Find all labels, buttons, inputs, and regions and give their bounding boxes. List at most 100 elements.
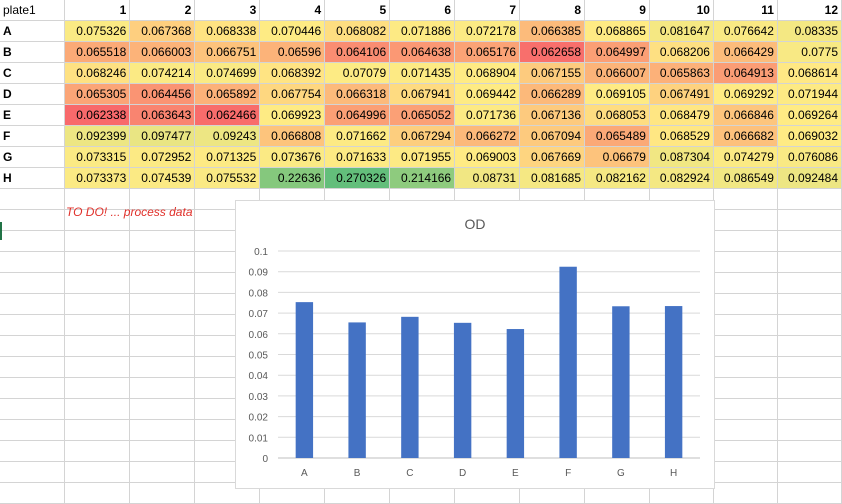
row-label[interactable]: B bbox=[0, 42, 65, 63]
sheet-name-cell[interactable]: plate1 bbox=[0, 0, 65, 21]
data-cell[interactable]: 0.068053 bbox=[585, 105, 650, 126]
data-cell[interactable]: 0.075532 bbox=[195, 168, 260, 189]
data-cell[interactable]: 0.092399 bbox=[65, 126, 130, 147]
empty-cell[interactable] bbox=[0, 357, 65, 378]
data-cell[interactable]: 0.076642 bbox=[713, 21, 777, 42]
data-cell[interactable]: 0.069003 bbox=[455, 147, 520, 168]
data-cell[interactable]: 0.065518 bbox=[65, 42, 130, 63]
empty-cell[interactable] bbox=[713, 189, 777, 210]
data-cell[interactable]: 0.068479 bbox=[649, 105, 713, 126]
data-cell[interactable]: 0.082924 bbox=[649, 168, 713, 189]
data-cell[interactable]: 0.08335 bbox=[777, 21, 841, 42]
empty-cell[interactable] bbox=[130, 273, 195, 294]
empty-cell[interactable] bbox=[65, 462, 130, 483]
empty-cell[interactable] bbox=[0, 483, 65, 504]
empty-cell[interactable] bbox=[0, 231, 65, 252]
column-header[interactable]: 1 bbox=[65, 0, 130, 21]
empty-cell[interactable] bbox=[777, 378, 841, 399]
data-cell[interactable]: 0.066808 bbox=[260, 126, 325, 147]
column-header[interactable]: 4 bbox=[260, 0, 325, 21]
empty-cell[interactable] bbox=[0, 441, 65, 462]
empty-cell[interactable] bbox=[713, 483, 777, 504]
data-cell[interactable]: 0.072178 bbox=[455, 21, 520, 42]
empty-cell[interactable] bbox=[65, 420, 130, 441]
empty-cell[interactable] bbox=[0, 462, 65, 483]
empty-cell[interactable] bbox=[0, 315, 65, 336]
data-cell[interactable]: 0.073315 bbox=[65, 147, 130, 168]
data-cell[interactable]: 0.081647 bbox=[649, 21, 713, 42]
data-cell[interactable]: 0.066682 bbox=[713, 126, 777, 147]
empty-cell[interactable] bbox=[777, 420, 841, 441]
empty-cell[interactable] bbox=[713, 357, 777, 378]
column-header[interactable]: 5 bbox=[325, 0, 390, 21]
empty-cell[interactable] bbox=[713, 399, 777, 420]
empty-cell[interactable] bbox=[713, 336, 777, 357]
empty-cell[interactable] bbox=[130, 420, 195, 441]
empty-cell[interactable] bbox=[65, 273, 130, 294]
data-cell[interactable]: 0.067368 bbox=[130, 21, 195, 42]
empty-cell[interactable] bbox=[0, 294, 65, 315]
empty-cell[interactable] bbox=[713, 273, 777, 294]
empty-cell[interactable] bbox=[130, 441, 195, 462]
empty-cell[interactable] bbox=[777, 483, 841, 504]
data-cell[interactable]: 0.071325 bbox=[195, 147, 260, 168]
data-cell[interactable]: 0.071435 bbox=[390, 63, 455, 84]
data-cell[interactable]: 0.066751 bbox=[195, 42, 260, 63]
empty-cell[interactable] bbox=[130, 231, 195, 252]
data-cell[interactable]: 0.067754 bbox=[260, 84, 325, 105]
data-cell[interactable]: 0.064456 bbox=[130, 84, 195, 105]
empty-cell[interactable] bbox=[0, 210, 65, 231]
empty-cell[interactable] bbox=[777, 210, 841, 231]
data-cell[interactable]: 0.064913 bbox=[713, 63, 777, 84]
data-cell[interactable]: 0.069032 bbox=[777, 126, 841, 147]
data-cell[interactable]: 0.067155 bbox=[520, 63, 585, 84]
data-cell[interactable]: 0.068206 bbox=[649, 42, 713, 63]
empty-cell[interactable] bbox=[713, 441, 777, 462]
empty-cell[interactable] bbox=[130, 399, 195, 420]
data-cell[interactable]: 0.065052 bbox=[390, 105, 455, 126]
data-cell[interactable]: 0.067294 bbox=[390, 126, 455, 147]
empty-cell[interactable] bbox=[130, 357, 195, 378]
data-cell[interactable]: 0.066003 bbox=[130, 42, 195, 63]
od-chart[interactable]: OD 0 0.01 0.02 0.03 0.04 0.05 0.06 0.07 0.08 0.09 0… bbox=[235, 200, 715, 489]
column-header[interactable]: 3 bbox=[195, 0, 260, 21]
empty-cell[interactable] bbox=[130, 294, 195, 315]
data-cell[interactable]: 0.074214 bbox=[130, 63, 195, 84]
row-label[interactable]: A bbox=[0, 21, 65, 42]
empty-cell[interactable] bbox=[713, 420, 777, 441]
empty-cell[interactable] bbox=[130, 378, 195, 399]
data-cell[interactable]: 0.071944 bbox=[777, 84, 841, 105]
empty-cell[interactable] bbox=[65, 336, 130, 357]
data-cell[interactable]: 0.065489 bbox=[585, 126, 650, 147]
empty-cell[interactable] bbox=[713, 252, 777, 273]
empty-cell[interactable] bbox=[65, 357, 130, 378]
row-label[interactable]: C bbox=[0, 63, 65, 84]
empty-cell[interactable] bbox=[65, 441, 130, 462]
data-cell[interactable]: 0.068614 bbox=[777, 63, 841, 84]
data-cell[interactable]: 0.066318 bbox=[325, 84, 390, 105]
data-cell[interactable]: 0.065305 bbox=[65, 84, 130, 105]
empty-cell[interactable] bbox=[65, 399, 130, 420]
data-cell[interactable]: 0.067136 bbox=[520, 105, 585, 126]
empty-cell[interactable] bbox=[65, 483, 130, 504]
data-cell[interactable]: 0.069442 bbox=[455, 84, 520, 105]
data-cell[interactable]: 0.086549 bbox=[713, 168, 777, 189]
column-header[interactable]: 8 bbox=[520, 0, 585, 21]
empty-cell[interactable] bbox=[777, 231, 841, 252]
empty-cell[interactable] bbox=[777, 315, 841, 336]
data-cell[interactable]: 0.066846 bbox=[713, 105, 777, 126]
empty-cell[interactable] bbox=[713, 210, 777, 231]
empty-cell[interactable] bbox=[0, 189, 65, 210]
empty-cell[interactable] bbox=[777, 399, 841, 420]
todo-note[interactable]: TO DO! ... process data bbox=[66, 205, 193, 219]
empty-cell[interactable] bbox=[713, 378, 777, 399]
column-header[interactable]: 7 bbox=[455, 0, 520, 21]
data-cell[interactable]: 0.270326 bbox=[325, 168, 390, 189]
data-cell[interactable]: 0.071662 bbox=[325, 126, 390, 147]
data-cell[interactable]: 0.065863 bbox=[649, 63, 713, 84]
data-cell[interactable]: 0.097477 bbox=[130, 126, 195, 147]
row-label[interactable]: H bbox=[0, 168, 65, 189]
data-cell[interactable]: 0.09243 bbox=[195, 126, 260, 147]
data-cell[interactable]: 0.072952 bbox=[130, 147, 195, 168]
empty-cell[interactable] bbox=[777, 273, 841, 294]
